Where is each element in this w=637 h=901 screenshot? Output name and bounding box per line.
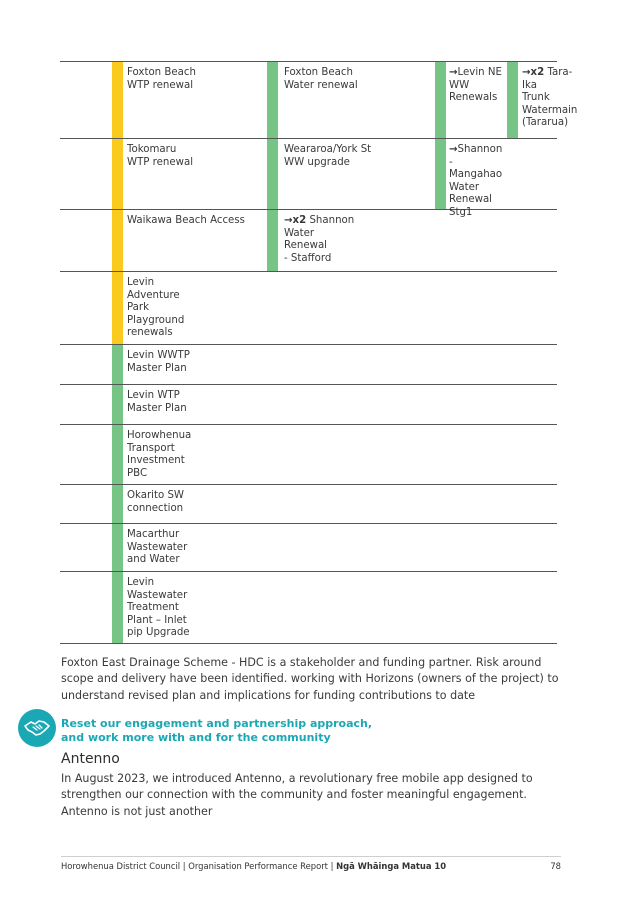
footer-text: Horowhenua District Council | Organisati… bbox=[61, 861, 337, 871]
table-row: Levin WTP Master Plan bbox=[60, 385, 557, 425]
projects-table: Foxton Beach WTP renewal Foxton Beach Wa… bbox=[60, 61, 577, 644]
table-row: Macarthur Wastewater and Water bbox=[60, 524, 557, 572]
table-cell: Foxton Beach WTP renewal bbox=[127, 67, 196, 91]
table-row: Levin Wastewater Treatment Plant – Inlet… bbox=[60, 572, 557, 644]
status-bar bbox=[112, 385, 123, 424]
table-cell: Levin Wastewater Treatment Plant – Inlet… bbox=[127, 577, 190, 639]
footer-divider bbox=[61, 856, 561, 857]
status-bar bbox=[112, 485, 123, 523]
footer: Horowhenua District Council | Organisati… bbox=[61, 861, 446, 871]
table-cell: Weararoa/York St WW upgrade bbox=[284, 144, 372, 168]
status-bar bbox=[267, 62, 278, 138]
table-cell: Tokomaru WTP renewal bbox=[127, 144, 194, 168]
status-bar bbox=[267, 210, 278, 271]
table-cell: Okarito SW connection bbox=[127, 490, 185, 514]
status-bar bbox=[112, 345, 123, 384]
arrow-right-icon: → bbox=[449, 144, 458, 155]
page-heading: Antenno bbox=[61, 751, 120, 767]
paragraph-drainage: Foxton East Drainage Scheme - HDC is a s… bbox=[61, 656, 559, 702]
handshake-icon bbox=[18, 709, 56, 747]
table-cell: Foxton Beach Water renewal bbox=[284, 67, 358, 91]
table-row: Levin Adventure Park Playground renewals bbox=[60, 272, 557, 345]
table-cell: Levin Adventure Park Playground renewals bbox=[127, 277, 185, 339]
table-cell: Waikawa Beach Access bbox=[127, 215, 245, 226]
status-bar bbox=[112, 425, 123, 484]
status-bar bbox=[112, 210, 123, 271]
table-row: Levin WWTP Master Plan bbox=[60, 345, 557, 385]
status-bar bbox=[267, 139, 278, 209]
status-bar bbox=[112, 524, 123, 571]
table-cell: →Levin NE WW Renewals bbox=[449, 67, 502, 104]
status-bar bbox=[112, 572, 123, 643]
paragraph-antenno: In August 2023, we introduced Antenno, a… bbox=[61, 772, 533, 818]
status-bar bbox=[435, 62, 446, 138]
section-title: Reset our engagement and partnership app… bbox=[61, 717, 373, 744]
status-bar bbox=[112, 139, 123, 209]
table-row: Tokomaru WTP renewal Weararoa/York St WW… bbox=[60, 139, 557, 218]
status-bar bbox=[112, 62, 123, 138]
table-cell: →x2 Shannon Water Renewal - Stafford bbox=[284, 215, 355, 264]
status-bar bbox=[435, 139, 446, 209]
table-row: Foxton Beach WTP renewal Foxton Beach Wa… bbox=[60, 62, 577, 139]
table-cell: →x2 Tara- Ika Trunk Watermain (Tararua) bbox=[522, 67, 578, 129]
table-row: Horowhenua Transport Investment PBC bbox=[60, 425, 557, 485]
status-bar bbox=[507, 62, 518, 138]
page-number: 78 bbox=[550, 861, 561, 871]
arrow-right-icon: → bbox=[449, 67, 458, 78]
table-cell: Horowhenua Transport Investment PBC bbox=[127, 430, 192, 479]
table-cell: Levin WTP Master Plan bbox=[127, 390, 187, 414]
arrow-right-icon: →x2 bbox=[284, 215, 307, 226]
table-row: Okarito SW connection bbox=[60, 485, 557, 524]
status-bar bbox=[112, 272, 123, 344]
table-cell: →Shannon -Mangahao Water Renewal Stg1 bbox=[449, 144, 503, 218]
arrow-right-icon: →x2 bbox=[522, 67, 545, 78]
table-cell: Macarthur Wastewater and Water bbox=[127, 529, 188, 566]
table-row: Waikawa Beach Access →x2 Shannon Water R… bbox=[60, 210, 557, 272]
footer-section: Ngā Whāinga Matua 10 bbox=[336, 861, 447, 871]
table-cell: Levin WWTP Master Plan bbox=[127, 350, 190, 374]
